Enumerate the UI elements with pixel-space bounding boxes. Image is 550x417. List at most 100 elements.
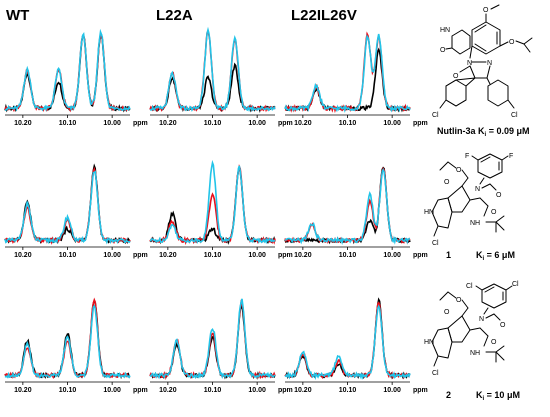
x-axis-unit: ppm [413,120,428,127]
x-tick-label: 10.00 [383,120,401,127]
compound-label-2: 2 Ki = 10 μM [446,390,520,402]
spectrum-line-cyan [4,28,131,112]
spectrum-panel-wt-row2: 10.20 10.10 10.00 ppm [4,163,148,259]
spectrum-line-cyan [150,159,276,245]
compound-1-structure: F F N O O O HN Cl O NH 1 Ki = 6 μM [424,153,515,262]
x-tick-label: 10.10 [59,120,77,127]
x-tick-label: 10.10 [204,387,222,394]
ki-subscript-1: i [483,256,485,262]
x-tick-label: 10.20 [14,120,32,127]
x-axis-unit: ppm [413,387,428,394]
x-tick-label: 10.10 [339,120,357,127]
atom-o-amide-1: O [491,209,497,216]
spectrum-line-red [284,31,411,114]
atom-f-para: F [509,153,513,160]
atom-o-ester-carbonyl-1: O [444,179,450,186]
x-axis-unit: ppm [133,252,148,259]
column-title-l22il26v: L22IL26V [291,7,357,24]
ki-value-1: = 6 μM [484,250,515,260]
spectrum-line-cyan [149,298,276,380]
spectrum-panel-l22a-row1: 10.20 10.10 10.00 ppm [149,26,293,127]
x-tick-label: 10.00 [103,252,121,259]
spectrum-panel-l22a-row3: 10.20 10.10 10.00 ppm [149,298,293,394]
compound-label-1: 1 Ki = 6 μM [446,250,515,262]
atom-n-imidazoline-2: N [487,60,492,67]
atom-cl-indole-1: Cl [432,240,439,247]
x-tick-label: 10.00 [383,252,401,259]
x-tick-label: 10.10 [59,252,77,259]
x-axis-unit: ppm [133,120,148,127]
atom-n-amide-1: N [475,186,480,193]
x-tick-label: 10.10 [339,387,357,394]
spectrum-line-black [284,47,411,113]
spectrum-panel-wt-row1: 10.20 10.10 10.00 ppm [4,28,148,127]
atom-o-ester-1: O [456,167,462,174]
nutlin-3a-structure: O O HN O N N O Cl Cl Nutlin-3a Ki = 0.0 [432,4,533,138]
x-tick-label: 10.10 [339,252,357,259]
spectrum-line-red [149,299,276,381]
atom-o-ester-carbonyl-2: O [444,309,450,316]
atom-cl-ortho-2: Cl [466,283,473,290]
x-tick-label: 10.20 [159,252,177,259]
x-tick-label: 10.10 [59,387,77,394]
atom-hn-indole-2: HN [424,339,434,346]
spectrum-line-cyan [149,26,276,113]
spectra-panels: 10.20 10.10 10.00 ppm 10.20 10.10 10.00 ppm 10.2… [4,26,428,394]
spectrum-line-black [4,299,131,379]
spectrum-line-black [4,33,131,113]
spectrum-line-black [284,297,411,380]
spectrum-line-red [4,33,131,113]
atom-o-amide-2: O [491,339,497,346]
x-tick-label: 10.20 [14,387,32,394]
spectrum-line-cyan [284,304,411,381]
atom-o-formyl-1: O [496,192,502,199]
ki-symbol-2: K [476,390,483,400]
x-tick-label: 10.20 [294,252,312,259]
spectrum-line-black [284,166,411,245]
x-tick-label: 10.00 [248,252,266,259]
x-tick-label: 10.10 [204,252,222,259]
atom-n-amide-2: N [479,316,484,323]
x-tick-label: 10.00 [383,387,401,394]
atom-o-isopropoxy: O [509,39,515,46]
spectrum-line-cyan [284,33,411,113]
x-tick-label: 10.00 [103,120,121,127]
ki-value-nutlin-3a: = 0.09 μM [486,126,529,136]
spectrum-panel-l22a-row2: 10.20 10.10 10.00 ppm [149,159,293,259]
spectrum-panel-l22il26v-row3: 10.20 10.10 10.00 ppm [284,297,428,394]
spectrum-line-red [284,166,411,245]
spectrum-panel-l22il26v-row2: 10.20 10.10 10.00 ppm [284,166,428,259]
ki-symbol-1: K [476,250,483,260]
compound-name-2: 2 [446,390,451,400]
spectrum-line-cyan [4,170,131,245]
compound-name-1: 1 [446,250,451,260]
x-tick-label: 10.20 [159,387,177,394]
atom-cl-indole-2: Cl [432,370,439,377]
x-tick-label: 10.20 [294,387,312,394]
spectrum-panel-wt-row3: 10.20 10.10 10.00 ppm [4,297,148,394]
spectrum-line-red [4,297,131,380]
atom-o-carbonyl: O [453,73,459,80]
column-title-l22a: L22A [156,7,193,24]
spectrum-line-cyan [284,167,411,246]
atom-nh-amide-1: NH [470,220,480,227]
x-axis-unit: ppm [278,387,293,394]
compound-label-nutlin-3a: Nutlin-3a Ki = 0.09 μM [437,126,529,138]
atom-o-formyl-2: O [500,322,506,329]
spectrum-panel-l22il26v-row1: 10.20 10.10 10.00 ppm [284,31,428,127]
atom-n-imidazoline-1: N [467,60,472,67]
atom-o-piperazine: O [440,47,446,54]
spectrum-line-black [149,303,276,380]
spectrum-line-red [149,164,276,246]
atom-hn-piperazine: HN [440,27,450,34]
x-axis-unit: ppm [133,387,148,394]
x-axis-unit: ppm [278,120,293,127]
ki-value-2: = 10 μM [484,390,520,400]
spectrum-line-red [284,301,411,380]
compound-name-nutlin-3a: Nutlin-3a K [437,126,485,136]
x-axis-unit: ppm [278,252,293,259]
atom-cl-left: Cl [432,112,439,119]
atom-f-ortho: F [465,153,469,160]
x-tick-label: 10.00 [248,387,266,394]
